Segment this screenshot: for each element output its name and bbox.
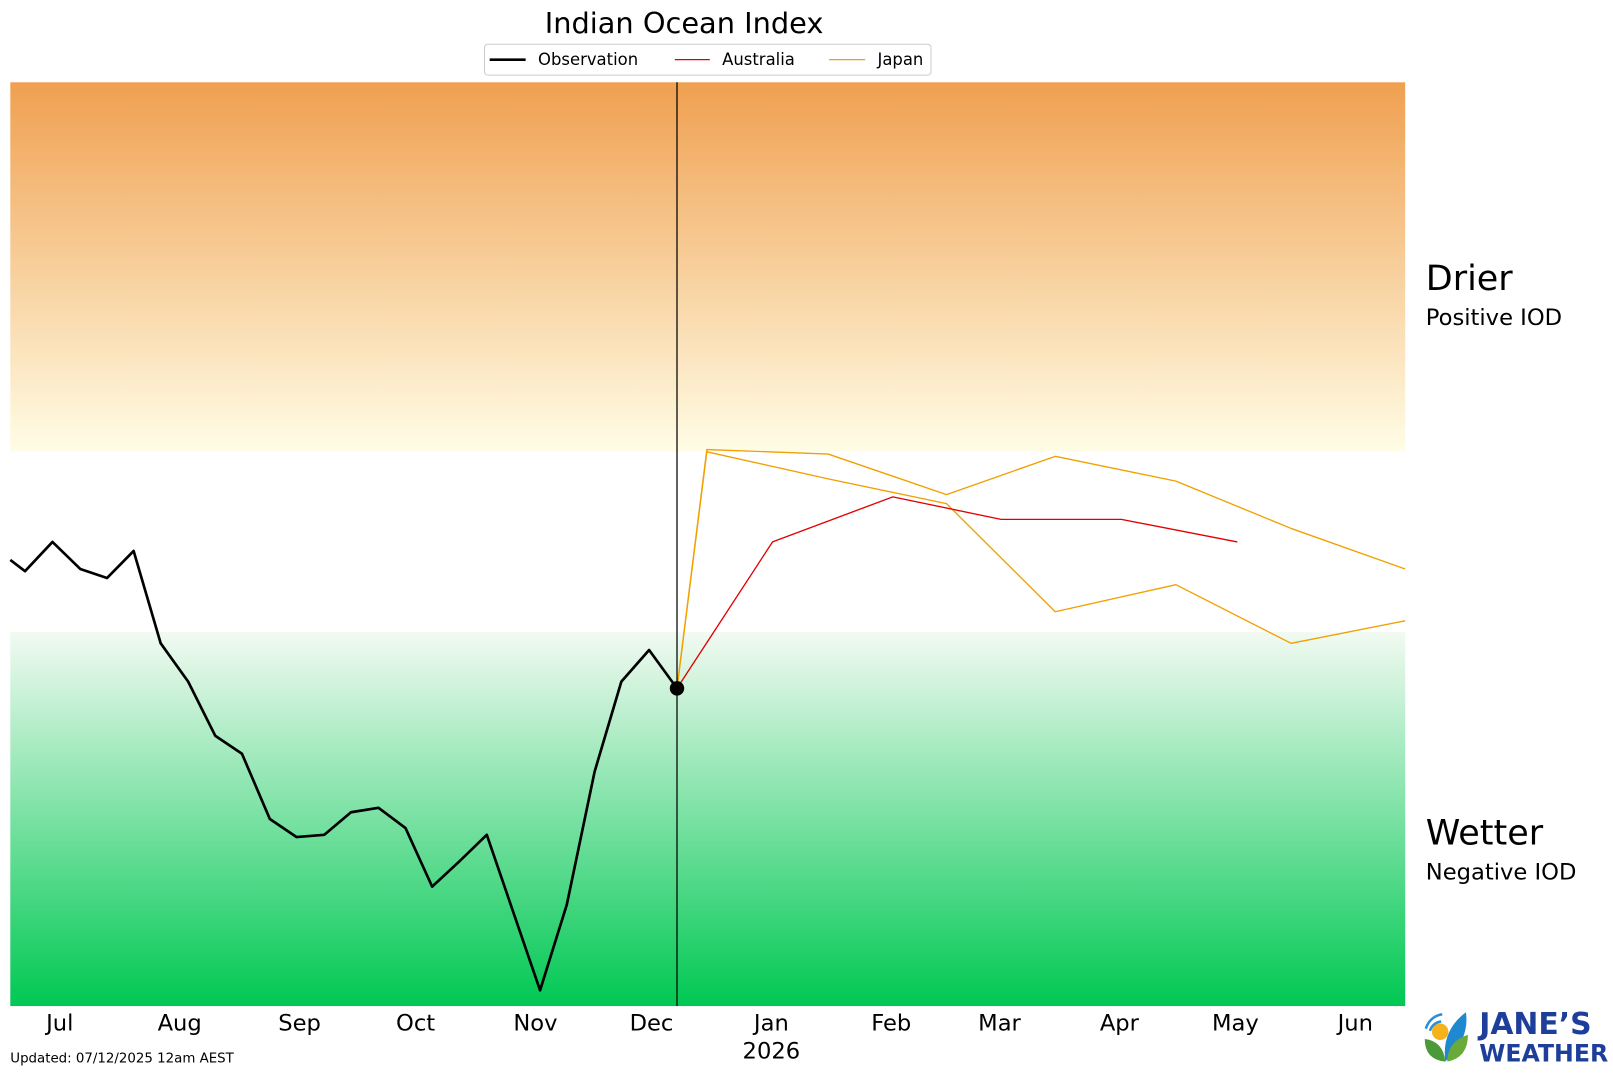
x-tick-label-aug: Aug (158, 1011, 202, 1037)
legend: Observation Australia Japan (484, 43, 932, 76)
negative-iod-label: Negative IOD (1426, 860, 1577, 886)
x-year-label: 2026 (743, 1039, 801, 1065)
series-line-observation (9, 540, 679, 992)
x-tick-label-jan: Jan (752, 1011, 789, 1037)
x-tick-label-mar: Mar (978, 1011, 1021, 1037)
logo-leaf-icon (1424, 1012, 1468, 1062)
svg-text:JANE’S: JANE’S (1477, 1007, 1591, 1042)
legend-label-observation: Observation (538, 50, 638, 69)
series-line-japan (676, 451, 1406, 689)
svg-text:WEATHER: WEATHER (1479, 1040, 1608, 1068)
series-line-australia (676, 496, 1238, 689)
positive-band (10, 82, 1406, 452)
x-tick-label-nov: Nov (513, 1011, 557, 1037)
wetter-label: Wetter (1426, 814, 1544, 854)
positive-iod-label: Positive IOD (1426, 305, 1562, 331)
x-tick-label-apr: Apr (1100, 1011, 1140, 1037)
x-tick-label-oct: Oct (396, 1011, 435, 1037)
legend-label-japan: Japan (876, 50, 923, 69)
x-tick-label-feb: Feb (871, 1011, 911, 1037)
x-tick-label-jun: Jun (1336, 1011, 1373, 1037)
negative-band (10, 632, 1406, 1007)
x-tick-label-sep: Sep (278, 1011, 321, 1037)
current-observation-marker (669, 681, 685, 696)
updated-timestamp: Updated: 07/12/2025 12am AEST (10, 1052, 234, 1067)
x-tick-label-dec: Dec (630, 1011, 674, 1037)
chart-title: Indian Ocean Index (545, 6, 824, 40)
x-tick-label-may: May (1212, 1011, 1259, 1037)
legend-label-australia: Australia (722, 50, 795, 69)
series-line-japan (676, 448, 1406, 689)
drier-label: Drier (1426, 259, 1514, 299)
janes-weather-logo: JANE’S WEATHER (1424, 1007, 1608, 1068)
x-tick-label-jul: Jul (44, 1011, 73, 1037)
